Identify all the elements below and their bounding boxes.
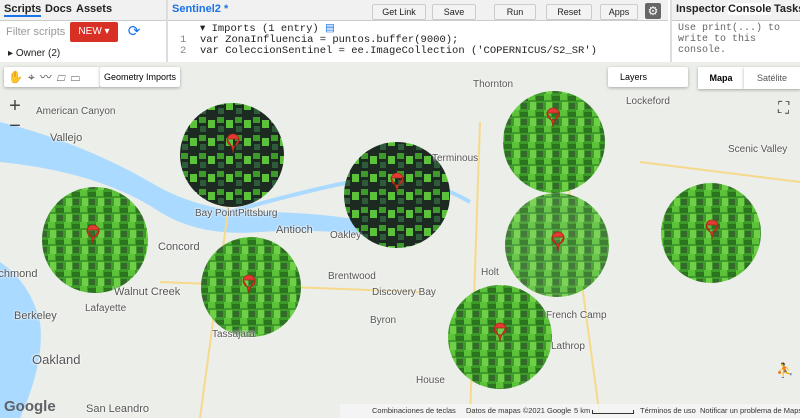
place-label: Lafayette (85, 303, 127, 314)
place-label: Bay Point (195, 208, 238, 219)
settings-button[interactable]: ⚙ (645, 3, 661, 19)
map-type[interactable]: Mapa (698, 67, 744, 89)
map-type[interactable]: Satélite (744, 67, 800, 89)
buffers (42, 91, 761, 389)
code-line: var ZonaInfluencia = puntos.buffer(9000)… (200, 34, 459, 46)
zoom-out[interactable]: − (9, 115, 21, 137)
code-line: var ColeccionSentinel = ee.ImageCollecti… (200, 45, 597, 57)
tab[interactable]: Docs (45, 3, 72, 15)
imports-line[interactable]: ▾ Imports (1 entry) ▤ (200, 23, 335, 35)
place-label: Tassajara (212, 329, 255, 340)
tab[interactable]: Inspector (676, 3, 726, 15)
buffer-area (503, 91, 605, 193)
place-label: Scenic Valley (728, 144, 788, 155)
buffer-area (42, 187, 148, 293)
tab[interactable]: Assets (76, 3, 113, 15)
drawing-tools[interactable]: ✋⌖〰▱▭ (4, 67, 100, 87)
place-label: Vallejo (50, 132, 83, 144)
google-logo: Google (4, 398, 56, 415)
tree-label: Owner (2) (15, 48, 61, 59)
marker[interactable] (493, 322, 507, 343)
scale-bar (592, 410, 634, 414)
place-label: Holt (481, 267, 499, 278)
place-label: Thornton (473, 79, 514, 90)
marker[interactable] (226, 133, 240, 154)
place-label: San Leandro (86, 403, 149, 415)
new-button[interactable]: NEW ▾ (70, 22, 118, 42)
map[interactable]: American Canyon Vallejo Concord Bay Poin… (0, 62, 800, 418)
layers-button[interactable]: Layers (608, 67, 688, 87)
place-label: House (416, 375, 445, 386)
place-label: Brentwood (328, 271, 376, 282)
map-canvas (0, 91, 800, 418)
place-label: Discovery Bay (372, 287, 436, 298)
button[interactable]: Get Link (372, 4, 426, 20)
footer-link[interactable]: Combinaciones de teclas (372, 406, 456, 415)
scale-label: 5 km (574, 406, 591, 415)
pegman[interactable]: ⛹ (776, 362, 794, 378)
tree-item[interactable]: ▸ Owner (2) (8, 48, 61, 59)
refresh-button[interactable]: ⟳ (127, 23, 141, 40)
button[interactable]: Apps (600, 4, 638, 20)
markers (86, 107, 719, 343)
place-label: Antioch (276, 224, 313, 236)
new-label: NEW (78, 26, 102, 37)
place-label: Pittsburg (238, 208, 278, 219)
console-text: Use print(...) to write to this console. (678, 23, 781, 56)
place-label: Berkeley (14, 310, 57, 322)
footer-link[interactable]: Términos de uso (640, 406, 696, 415)
footer-text: Datos de mapas ©2021 Google (466, 406, 572, 415)
place-label: Lockeford (626, 96, 670, 107)
marker[interactable] (551, 231, 565, 252)
place-label: Oakley (330, 230, 362, 241)
marker[interactable] (86, 224, 100, 245)
tab[interactable]: Console (728, 3, 772, 15)
footer-bar (340, 404, 800, 418)
imports: Imports (1 entry) (211, 23, 319, 35)
buffer-area (180, 103, 284, 207)
place-label: French Camp (546, 310, 607, 321)
place-label: Oakland (32, 352, 81, 367)
button[interactable]: Save (432, 4, 476, 20)
file-tab[interactable]: Sentinel2 * (172, 3, 229, 15)
button[interactable]: Reset (546, 4, 592, 20)
marker[interactable] (546, 107, 560, 128)
zoom-in[interactable]: + (9, 95, 21, 117)
place-label: Concord (158, 241, 200, 253)
tab[interactable]: Tasks (774, 3, 800, 15)
place-label: Byron (370, 315, 397, 326)
place-label: Terminous (432, 153, 479, 164)
button[interactable]: Run (494, 4, 536, 20)
marker[interactable] (242, 274, 256, 295)
place-label: Richmond (0, 268, 38, 280)
left-panel: Scripts Docs Assets Filter scripts NEW ▾… (0, 0, 168, 62)
marker[interactable] (390, 172, 404, 193)
buffer-area (344, 142, 450, 248)
place-label: American Canyon (36, 106, 116, 117)
marker[interactable] (705, 219, 719, 240)
line-number: 2 (180, 45, 187, 57)
footer-link[interactable]: Notificar un problema de Maps (700, 406, 800, 415)
place-label: Walnut Creek (114, 286, 181, 298)
water (0, 262, 41, 418)
geometry-imports[interactable]: Geometry Imports (100, 67, 180, 87)
place-label: Lathrop (551, 341, 585, 352)
fullscreen[interactable]: ⛶ (778, 100, 790, 117)
line-number: 1 (180, 34, 187, 46)
filter-input[interactable]: Filter scripts (6, 26, 66, 38)
tab-bar (0, 0, 166, 21)
tab[interactable]: Scripts (4, 3, 42, 17)
